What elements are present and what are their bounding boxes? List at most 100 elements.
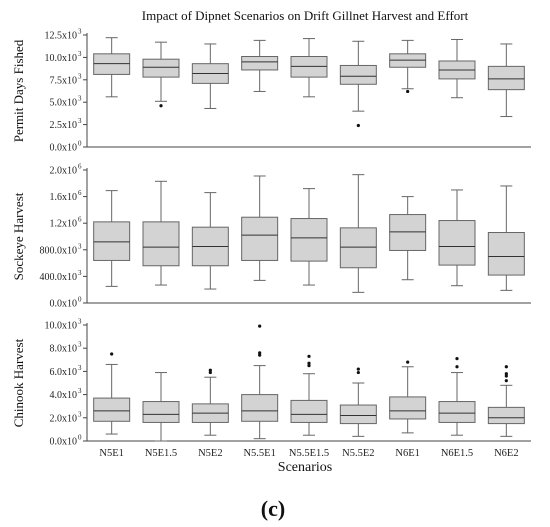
y-tick-label: 800.0x10 (40, 245, 78, 256)
box-iqr (487, 232, 525, 276)
box-iqr (438, 401, 476, 423)
outlier-point (307, 364, 311, 368)
y-tick-label: 10.0x10 (45, 53, 78, 64)
box-N5.5E1 (241, 175, 279, 281)
box-iqr (93, 397, 131, 422)
y-tick-exponent: 3 (78, 387, 82, 395)
box-N5.5E1.5 (290, 188, 328, 286)
box-N5E2 (191, 368, 229, 436)
box-iqr (241, 216, 279, 261)
box-N5E2 (191, 43, 229, 109)
x-tick-label: N6E1 (395, 448, 420, 459)
x-tick-label: N5E1 (99, 448, 124, 459)
y-tick-label: 1.2x10 (50, 219, 78, 230)
box-iqr (339, 227, 377, 269)
y-tick-label: 0.0x10 (50, 143, 78, 154)
y-tick-label: 0.0x10 (50, 299, 78, 310)
box-N5.5E1.5 (290, 354, 328, 436)
outlier-point (208, 368, 212, 372)
box-iqr (290, 218, 328, 262)
x-tick-label: N5.5E2 (342, 448, 374, 459)
box-iqr (339, 404, 377, 425)
outlier-point (258, 324, 262, 328)
box-N5E1.5 (142, 180, 180, 286)
outlier-point (258, 353, 262, 357)
box-iqr (438, 220, 476, 266)
box-N5E1 (93, 37, 131, 98)
outlier-point (110, 352, 114, 356)
y-tick-exponent: 3 (78, 28, 82, 36)
box-N5.5E2 (339, 174, 377, 293)
box-N6E2 (487, 365, 525, 437)
box-N5.5E2 (339, 40, 377, 128)
y-tick-exponent: 0 (78, 140, 82, 148)
box-N6E1.5 (438, 189, 476, 287)
box-iqr (290, 399, 328, 423)
outlier-point (208, 370, 212, 375)
box-iqr (389, 214, 427, 251)
y-tick-exponent: 3 (78, 341, 82, 349)
box-iqr (241, 394, 279, 422)
x-axis-label: Scenarios (278, 460, 332, 475)
box-N6E1.5 (438, 357, 476, 436)
box-N6E1 (389, 360, 427, 434)
y-tick-label: 0.0x10 (50, 437, 78, 448)
y-tick-exponent: 3 (78, 364, 82, 372)
outlier-point (159, 104, 163, 108)
x-tick-label: N5E2 (198, 448, 223, 459)
y-tick-label: 5.0x10 (50, 98, 78, 109)
box-N5E1 (93, 352, 131, 435)
outlier-point (406, 89, 410, 94)
x-tick-label: N6E2 (494, 448, 519, 459)
box-N6E2 (487, 185, 525, 291)
y-axis-label: Sockeye Harvest (11, 192, 26, 280)
outlier-point (356, 370, 360, 375)
x-tick-label: N5.5E1.5 (289, 448, 329, 459)
box-iqr (142, 221, 180, 267)
x-tick-label: N5.5E1 (243, 448, 275, 459)
box-N5.5E2 (339, 367, 377, 437)
box-N5.5E1.5 (290, 38, 328, 98)
box-N5.5E1 (241, 39, 279, 92)
outlier-point (455, 365, 459, 369)
y-tick-label: 10.0x10 (45, 321, 78, 332)
outlier-point (356, 123, 360, 128)
box-N5E2 (191, 192, 229, 290)
y-tick-exponent: 3 (78, 269, 82, 277)
outlier-point (455, 357, 459, 361)
y-tick-label: 1.6x10 (50, 192, 78, 203)
outlier-point (406, 360, 410, 364)
y-tick-exponent: 3 (78, 95, 82, 103)
y-tick-exponent: 3 (78, 242, 82, 250)
box-iqr (93, 221, 131, 261)
y-tick-label: 2.0x10 (50, 413, 78, 424)
box-N5E1.5 (142, 41, 180, 108)
y-tick-label: 400.0x10 (40, 272, 78, 283)
y-tick-exponent: 3 (78, 318, 82, 326)
figure-caption: (c) (261, 496, 285, 521)
y-tick-exponent: 3 (78, 50, 82, 58)
y-tick-exponent: 6 (78, 216, 82, 224)
outlier-point (356, 367, 360, 371)
y-tick-exponent: 3 (78, 72, 82, 80)
outlier-point (307, 361, 311, 365)
outlier-point (504, 365, 508, 369)
chart-title: Impact of Dipnet Scenarios on Drift Gill… (142, 8, 469, 23)
box-iqr (241, 56, 279, 71)
y-tick-exponent: 3 (78, 117, 82, 125)
box-iqr (487, 406, 525, 425)
box-iqr (389, 396, 427, 420)
outlier-point (307, 354, 311, 358)
y-tick-label: 6.0x10 (50, 367, 78, 378)
y-axis-label: Permit Days Fished (11, 39, 26, 142)
box-N5E1 (93, 190, 131, 287)
y-tick-label: 8.0x10 (50, 344, 78, 355)
y-tick-label: 2.5x10 (50, 120, 78, 131)
box-iqr (487, 65, 525, 91)
box-iqr (339, 64, 377, 85)
box-iqr (142, 401, 180, 423)
